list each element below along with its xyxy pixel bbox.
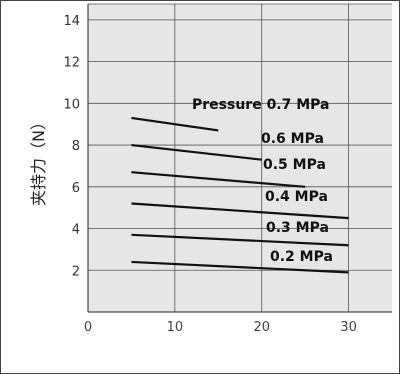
x-tick-label-20: 20	[253, 320, 270, 335]
series-line-3	[131, 202, 349, 220]
series-lines	[131, 116, 349, 274]
x-tick-label-30: 30	[340, 320, 357, 335]
series-label-3: 0.4 MPa	[265, 189, 328, 205]
series-label-1: 0.6 MPa	[261, 131, 324, 147]
series-line-2	[131, 171, 306, 188]
series-line-4	[131, 233, 349, 247]
y-axis-label: 夹持力（N）	[29, 114, 48, 206]
series-label-5: 0.2 MPa	[270, 249, 333, 265]
series-label-4: 0.3 MPa	[266, 220, 329, 236]
series-line-5	[131, 260, 349, 274]
x-tick-label-0: 0	[84, 320, 92, 335]
series-labels: Pressure 0.7 MPa 0.6 MPa 0.5 MPa 0.4 MPa 0.3…	[192, 97, 333, 265]
series-line-0	[131, 116, 219, 132]
y-tick-label-8: 8	[72, 139, 80, 154]
y-tick-label-6: 6	[72, 181, 80, 196]
axes	[87, 3, 392, 313]
gridlines	[88, 4, 392, 312]
y-tick-label-4: 4	[72, 223, 80, 238]
y-tick-label-10: 10	[63, 97, 80, 112]
tick-labels: 2 4 6 8 10 12 14 0 10 20 30	[63, 14, 356, 335]
y-tick-label-2: 2	[72, 264, 80, 279]
series-label-2: 0.5 MPa	[263, 157, 326, 173]
y-tick-label-14: 14	[63, 14, 80, 29]
series-label-0: Pressure 0.7 MPa	[192, 97, 330, 113]
x-tick-label-10: 10	[167, 320, 184, 335]
y-tick-label-12: 12	[63, 56, 80, 71]
series-line-1	[131, 143, 262, 161]
